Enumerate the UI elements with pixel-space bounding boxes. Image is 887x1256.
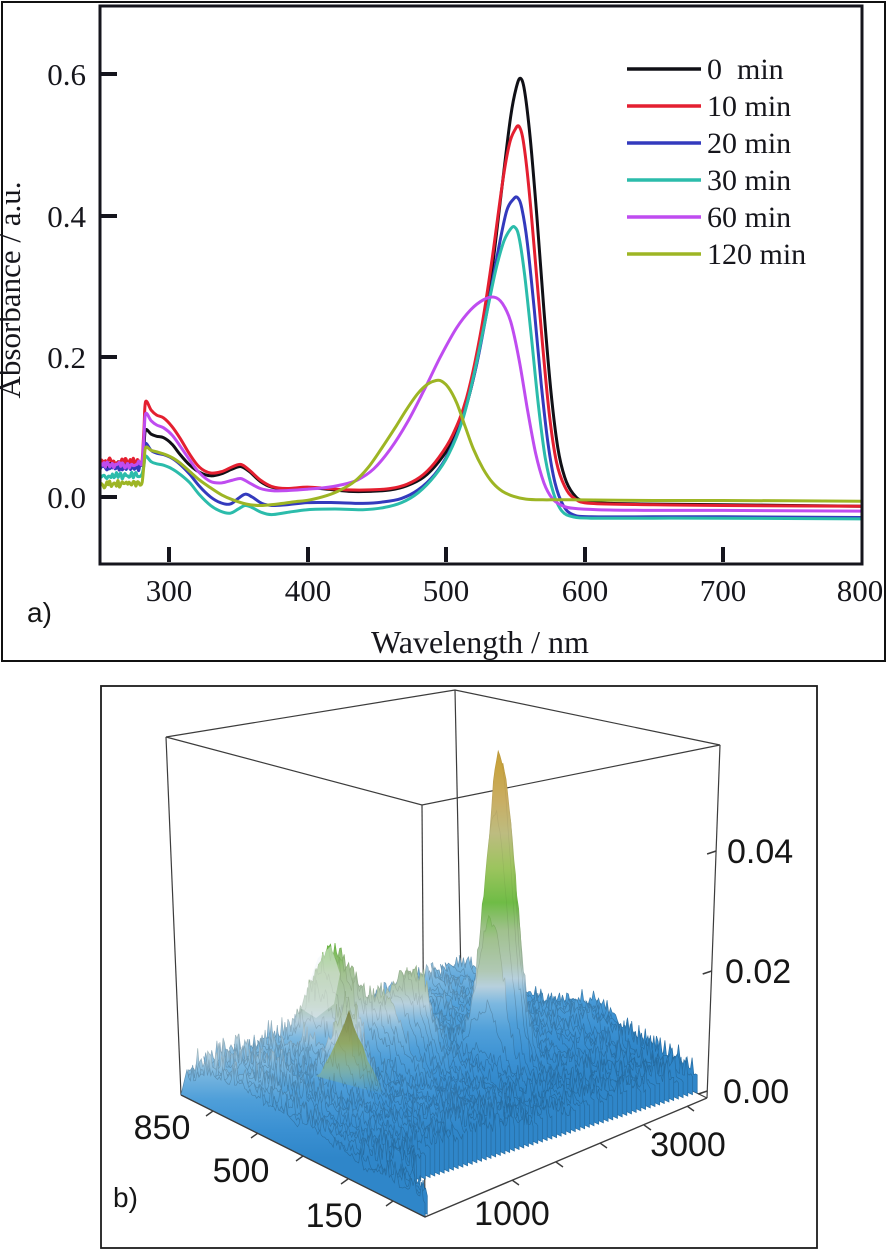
svg-text:Absorbance / a.u.: Absorbance / a.u. <box>0 182 27 399</box>
svg-text:30 min: 30 min <box>707 164 791 197</box>
svg-text:0.0: 0.0 <box>47 480 86 515</box>
svg-text:a): a) <box>27 597 52 628</box>
svg-text:Wavelength / nm: Wavelength / nm <box>371 624 589 660</box>
svg-text:0.00: 0.00 <box>723 1073 789 1111</box>
svg-text:300: 300 <box>146 573 193 608</box>
svg-text:20 min: 20 min <box>707 127 791 160</box>
svg-text:10 min: 10 min <box>707 90 791 123</box>
svg-text:b): b) <box>113 1182 138 1213</box>
svg-text:0.6: 0.6 <box>47 57 86 92</box>
svg-text:400: 400 <box>285 573 332 608</box>
svg-text:600: 600 <box>562 573 609 608</box>
svg-text:3000: 3000 <box>650 1126 726 1164</box>
svg-text:150: 150 <box>306 1197 363 1235</box>
svg-text:0.4: 0.4 <box>47 199 86 234</box>
svg-text:120 min: 120 min <box>707 238 806 271</box>
svg-text:800: 800 <box>837 573 884 608</box>
svg-text:500: 500 <box>213 1152 270 1190</box>
svg-text:1000: 1000 <box>474 1195 550 1233</box>
svg-text:850: 850 <box>134 1109 191 1147</box>
svg-text:0.04: 0.04 <box>727 833 793 871</box>
svg-text:60 min: 60 min <box>707 201 791 234</box>
svg-text:700: 700 <box>700 573 747 608</box>
svg-text:0.02: 0.02 <box>725 953 791 991</box>
svg-text:0.2: 0.2 <box>47 340 86 375</box>
svg-text:0 min: 0 min <box>707 53 784 86</box>
svg-text:500: 500 <box>423 573 470 608</box>
